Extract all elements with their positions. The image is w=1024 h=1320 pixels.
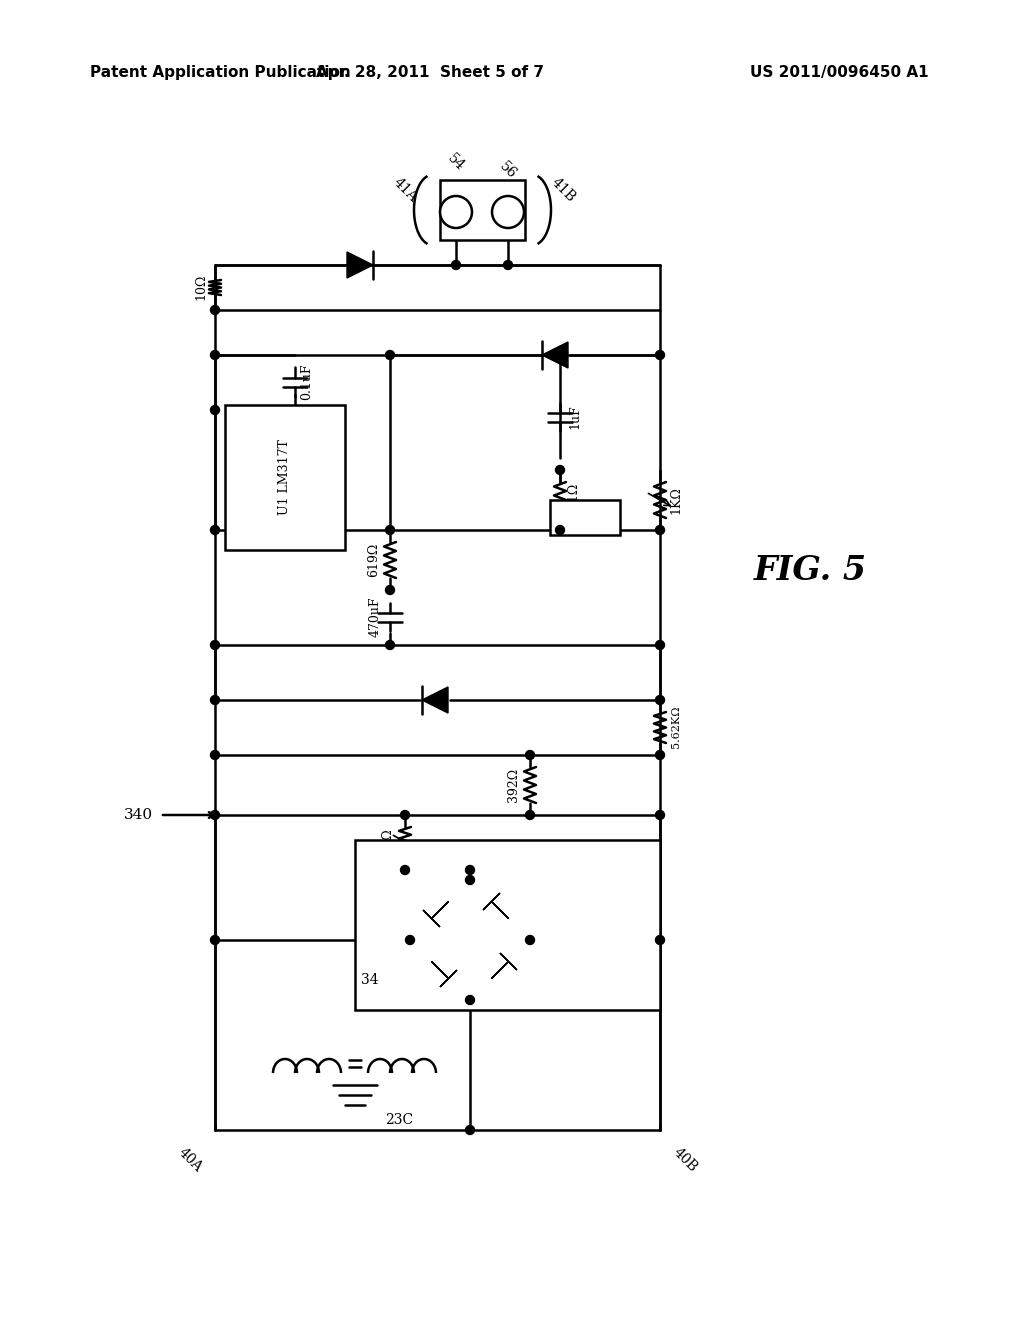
Circle shape bbox=[211, 640, 219, 649]
Polygon shape bbox=[492, 902, 509, 919]
Circle shape bbox=[655, 525, 665, 535]
Text: 56: 56 bbox=[497, 158, 519, 181]
Circle shape bbox=[211, 751, 219, 759]
Bar bbox=[440, 180, 525, 240]
Polygon shape bbox=[423, 909, 440, 927]
Text: 1uF: 1uF bbox=[568, 405, 581, 429]
Circle shape bbox=[466, 866, 474, 874]
Text: 40A: 40A bbox=[175, 1146, 205, 1175]
Text: 470uF: 470uF bbox=[369, 597, 382, 638]
Circle shape bbox=[555, 525, 564, 535]
Circle shape bbox=[406, 936, 415, 945]
Circle shape bbox=[655, 640, 665, 649]
Text: 341: 341 bbox=[430, 894, 457, 907]
Text: 5.62KΩ: 5.62KΩ bbox=[671, 706, 681, 748]
Text: 40B: 40B bbox=[671, 1146, 699, 1175]
Circle shape bbox=[555, 466, 564, 474]
Circle shape bbox=[400, 866, 410, 874]
Text: 54: 54 bbox=[444, 150, 467, 173]
Polygon shape bbox=[347, 252, 373, 279]
Text: FIG. 5: FIG. 5 bbox=[754, 553, 866, 586]
Circle shape bbox=[655, 696, 665, 705]
Circle shape bbox=[385, 525, 394, 535]
Circle shape bbox=[211, 351, 219, 359]
Polygon shape bbox=[483, 894, 500, 909]
Polygon shape bbox=[500, 953, 517, 970]
Text: 5KΩ: 5KΩ bbox=[381, 828, 393, 855]
Circle shape bbox=[385, 351, 394, 359]
Circle shape bbox=[211, 810, 219, 820]
Circle shape bbox=[655, 351, 665, 359]
Circle shape bbox=[525, 936, 535, 945]
Circle shape bbox=[466, 875, 474, 884]
Text: 41B: 41B bbox=[548, 176, 578, 205]
Circle shape bbox=[211, 696, 219, 705]
Circle shape bbox=[440, 195, 472, 228]
Bar bbox=[355, 840, 660, 1010]
Polygon shape bbox=[542, 342, 568, 368]
Circle shape bbox=[211, 525, 219, 535]
Circle shape bbox=[655, 936, 665, 945]
Text: 511Ω: 511Ω bbox=[567, 483, 581, 517]
Text: 340: 340 bbox=[124, 808, 153, 822]
Text: 392Ω: 392Ω bbox=[508, 768, 520, 803]
Circle shape bbox=[400, 810, 410, 820]
Text: 10Ω: 10Ω bbox=[195, 273, 208, 300]
Polygon shape bbox=[422, 686, 449, 713]
Circle shape bbox=[452, 260, 461, 269]
Circle shape bbox=[211, 936, 219, 945]
Circle shape bbox=[385, 586, 394, 594]
Text: 1KΩ: 1KΩ bbox=[670, 486, 683, 513]
Circle shape bbox=[525, 810, 535, 820]
Polygon shape bbox=[431, 961, 449, 978]
Text: 34: 34 bbox=[361, 973, 379, 987]
Circle shape bbox=[504, 260, 512, 269]
Text: 619Ω: 619Ω bbox=[368, 543, 381, 577]
Circle shape bbox=[525, 751, 535, 759]
Text: U1 LM317T: U1 LM317T bbox=[279, 440, 292, 515]
Circle shape bbox=[655, 810, 665, 820]
Circle shape bbox=[492, 195, 524, 228]
Text: Apr. 28, 2011  Sheet 5 of 7: Apr. 28, 2011 Sheet 5 of 7 bbox=[316, 65, 544, 79]
Circle shape bbox=[466, 995, 474, 1005]
Circle shape bbox=[211, 305, 219, 314]
Circle shape bbox=[655, 751, 665, 759]
Text: 41A: 41A bbox=[390, 176, 420, 205]
Circle shape bbox=[555, 351, 564, 359]
Bar bbox=[225, 405, 345, 550]
Circle shape bbox=[466, 1126, 474, 1134]
Polygon shape bbox=[440, 970, 457, 987]
Circle shape bbox=[211, 405, 219, 414]
Circle shape bbox=[385, 640, 394, 649]
Text: 23C: 23C bbox=[385, 1113, 413, 1127]
Text: Patent Application Publication: Patent Application Publication bbox=[90, 65, 351, 79]
Text: US 2011/0096450 A1: US 2011/0096450 A1 bbox=[750, 65, 929, 79]
Polygon shape bbox=[431, 902, 449, 919]
Polygon shape bbox=[492, 961, 509, 978]
Text: 0.1uF: 0.1uF bbox=[300, 364, 313, 400]
Bar bbox=[550, 500, 620, 535]
